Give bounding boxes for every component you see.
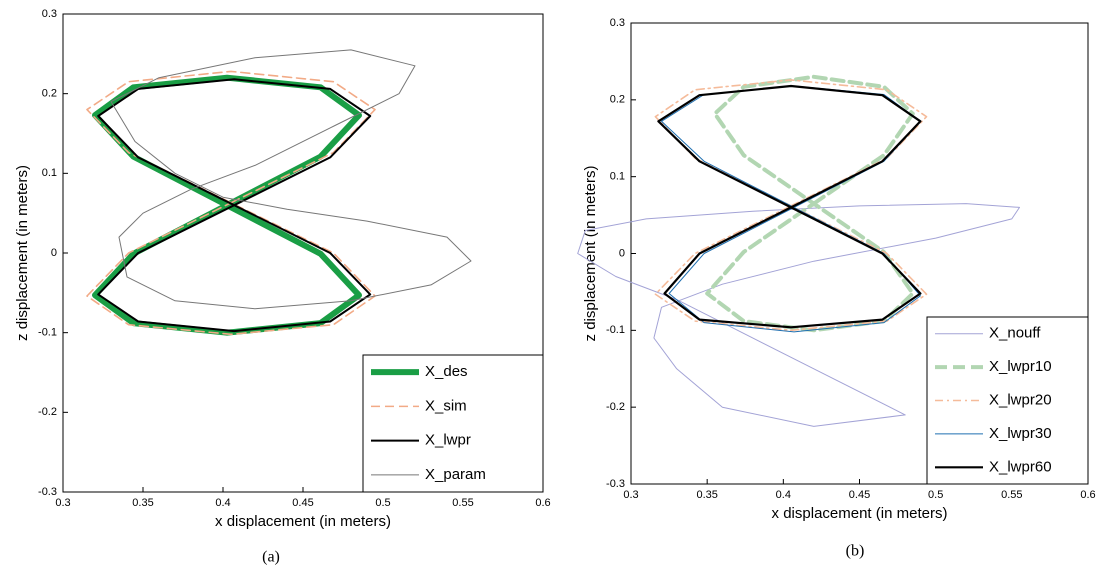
x-tick-label: 0.55 [452,497,473,509]
x-tick-label: 0.6 [1080,489,1095,501]
legend-label: X_sim [425,397,467,414]
y-axis-title: z displacement (in meters) [14,165,31,341]
x-axis-title: x displacement (in meters) [772,505,948,522]
y-tick-label: 0.2 [42,88,57,100]
y-tick-label: 0.3 [610,17,625,29]
x-tick-label: 0.5 [928,489,943,501]
x-axis-title: x displacement (in meters) [215,513,391,530]
series-line [97,78,372,333]
x-tick-label: 0.55 [1001,489,1022,501]
y-tick-label: 0.1 [42,167,57,179]
caption: (b) [846,543,865,560]
y-tick-label: -0.3 [38,486,57,498]
x-tick-label: 0.6 [535,497,550,509]
x-tick-label: 0.3 [55,497,70,509]
x-tick-label: 0.4 [215,497,230,509]
legend-label: X_lwpr20 [989,391,1052,408]
series-line [110,49,472,310]
y-tick-label: -0.3 [606,478,625,490]
legend-label: X_nouff [989,325,1041,342]
series-line [577,203,1020,427]
x-tick-label: 0.35 [132,497,153,509]
legend-box [362,354,544,493]
y-tick-label: -0.2 [606,401,625,413]
y-tick-label: -0.2 [38,406,57,418]
y-tick-label: 0 [51,247,57,259]
legend: X_nouff X_lwpr10 X_lwpr20 X_lwpr30 X_lwpr60 [926,316,1089,485]
legend: X_des X_sim X_lwpr X_param [362,354,544,493]
caption: (a) [262,549,280,566]
legend-label: X_lwpr30 [989,425,1052,442]
series-line [705,74,915,333]
y-tick-label: -0.1 [38,327,57,339]
y-tick-label: 0.2 [610,94,625,106]
legend-label: X_lwpr60 [989,458,1052,475]
y-axis-title: z displacement (in meters) [582,166,599,342]
legend-label: X_des [425,363,468,380]
legend-label: X_lwpr [425,432,471,449]
legend-label: X_lwpr10 [989,358,1052,375]
x-tick-label: 0.3 [623,489,638,501]
x-tick-label: 0.35 [696,489,717,501]
y-tick-label: -0.1 [606,324,625,336]
x-tick-label: 0.45 [849,489,870,501]
legend-label: X_param [425,466,486,483]
y-tick-label: 0 [619,247,625,259]
y-tick-label: 0.3 [42,8,57,20]
x-tick-label: 0.45 [292,497,313,509]
x-tick-label: 0.4 [776,489,791,501]
series-line [657,84,922,329]
x-tick-label: 0.5 [375,497,390,509]
y-tick-label: 0.1 [610,171,625,183]
series-line [661,85,921,333]
